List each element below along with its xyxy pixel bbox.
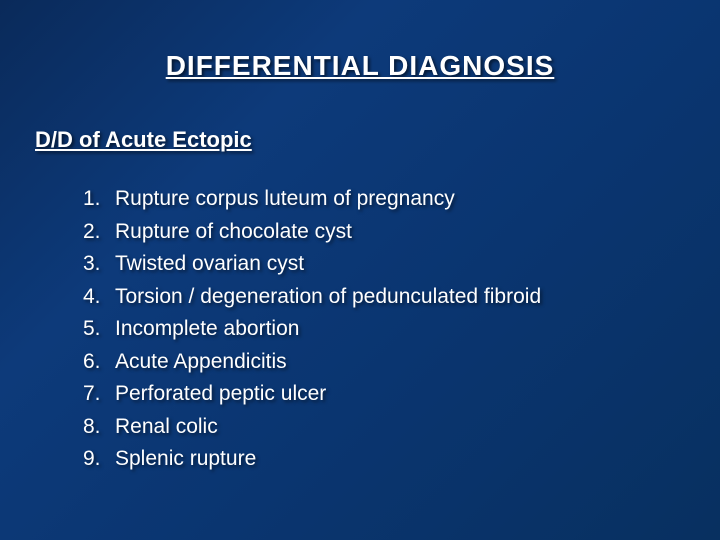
list-item-number: 9. bbox=[83, 443, 111, 476]
list-item-text: Splenic rupture bbox=[111, 443, 256, 476]
list-item-number: 6. bbox=[83, 346, 111, 379]
list-item-number: 8. bbox=[83, 411, 111, 444]
diagnosis-list: 1. Rupture corpus luteum of pregnancy 2.… bbox=[35, 183, 685, 476]
list-item: 8. Renal colic bbox=[83, 411, 685, 444]
list-item: 4. Torsion / degeneration of pedunculate… bbox=[83, 281, 685, 314]
list-item-text: Twisted ovarian cyst bbox=[111, 248, 304, 281]
slide-subheading: D/D of Acute Ectopic bbox=[35, 127, 685, 153]
list-item-text: Perforated peptic ulcer bbox=[111, 378, 326, 411]
list-item: 6. Acute Appendicitis bbox=[83, 346, 685, 379]
slide-title: DIFFERENTIAL DIAGNOSIS bbox=[35, 50, 685, 82]
list-item-text: Torsion / degeneration of pedunculated f… bbox=[111, 281, 541, 314]
list-item-number: 3. bbox=[83, 248, 111, 281]
list-item: 1. Rupture corpus luteum of pregnancy bbox=[83, 183, 685, 216]
list-item-text: Renal colic bbox=[111, 411, 218, 444]
slide-container: DIFFERENTIAL DIAGNOSIS D/D of Acute Ecto… bbox=[0, 0, 720, 540]
list-item-text: Rupture corpus luteum of pregnancy bbox=[111, 183, 455, 216]
list-item: 3. Twisted ovarian cyst bbox=[83, 248, 685, 281]
list-item: 9. Splenic rupture bbox=[83, 443, 685, 476]
list-item-number: 1. bbox=[83, 183, 111, 216]
list-item: 7. Perforated peptic ulcer bbox=[83, 378, 685, 411]
list-item-number: 2. bbox=[83, 216, 111, 249]
list-item: 2. Rupture of chocolate cyst bbox=[83, 216, 685, 249]
list-item-text: Rupture of chocolate cyst bbox=[111, 216, 352, 249]
list-item: 5. Incomplete abortion bbox=[83, 313, 685, 346]
list-item-number: 5. bbox=[83, 313, 111, 346]
list-item-number: 4. bbox=[83, 281, 111, 314]
list-item-number: 7. bbox=[83, 378, 111, 411]
list-item-text: Incomplete abortion bbox=[111, 313, 299, 346]
list-item-text: Acute Appendicitis bbox=[111, 346, 287, 379]
